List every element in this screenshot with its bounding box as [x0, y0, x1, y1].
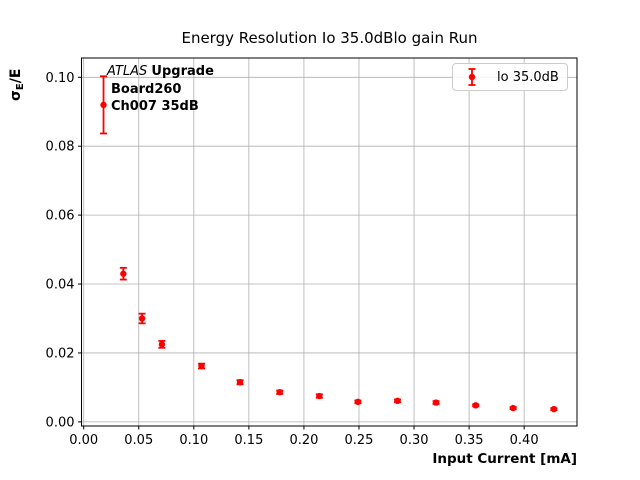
plot-border [81, 57, 578, 427]
x-tick-label: 0.20 [289, 433, 318, 448]
x-tick-label: 0.35 [455, 433, 484, 448]
data-point [550, 405, 558, 413]
y-tick-label: 0.06 [46, 209, 75, 224]
chart-title: Energy Resolution Io 35.0dBlo gain Run [181, 29, 478, 47]
y-axis-label-sigma: σ [8, 90, 24, 101]
y-axis-label: σE/E [8, 69, 26, 101]
annotation-line-3: Ch007 35dB [111, 99, 199, 114]
data-point [120, 270, 127, 277]
x-tick-label: 0.10 [179, 433, 208, 448]
x-tick-label: 0.15 [234, 433, 263, 448]
data-point [316, 392, 323, 400]
legend-box: lo 35.0dB [452, 63, 568, 91]
data-point [236, 379, 244, 386]
x-tick-label: 0.05 [124, 433, 153, 448]
data-point [472, 402, 479, 409]
data-point [509, 404, 517, 412]
data-point [158, 341, 166, 348]
y-tick-label: 0.08 [46, 140, 75, 155]
data-point [394, 397, 401, 405]
x-tick-label: 0.30 [400, 433, 429, 448]
annotation-upgrade-text: Upgrade [151, 64, 214, 79]
data-point [432, 399, 440, 406]
data-point [276, 389, 283, 396]
annotation-line-1: ATLAS Upgrade [107, 63, 214, 81]
legend-marker [468, 73, 476, 81]
y-tick-label: 0.02 [46, 346, 75, 361]
legend-label: lo 35.0dB [497, 69, 559, 85]
x-tick-label: 0.25 [345, 433, 374, 448]
annotation-atlas-text: ATLAS [107, 64, 148, 79]
y-axis-label-subscript: E [15, 83, 26, 91]
data-point [354, 398, 362, 406]
y-tick-label: 0.10 [46, 71, 75, 86]
annotation-line-2: Board260 [111, 81, 182, 97]
x-tick-label: 0.40 [510, 433, 539, 448]
data-point [100, 101, 107, 109]
data-point [138, 315, 146, 322]
y-axis-label-rest: /E [8, 68, 24, 84]
legend-errorbar-icon [468, 68, 476, 86]
y-tick-label: 0.00 [46, 415, 75, 430]
x-axis-label: Input Current [mA] [432, 451, 577, 467]
data-point [198, 362, 205, 370]
atlas-annotation: ATLAS Upgrade Board260 Ch007 35dB [107, 63, 214, 116]
y-tick-label: 0.04 [46, 278, 75, 293]
x-tick-label: 0.00 [69, 433, 98, 448]
